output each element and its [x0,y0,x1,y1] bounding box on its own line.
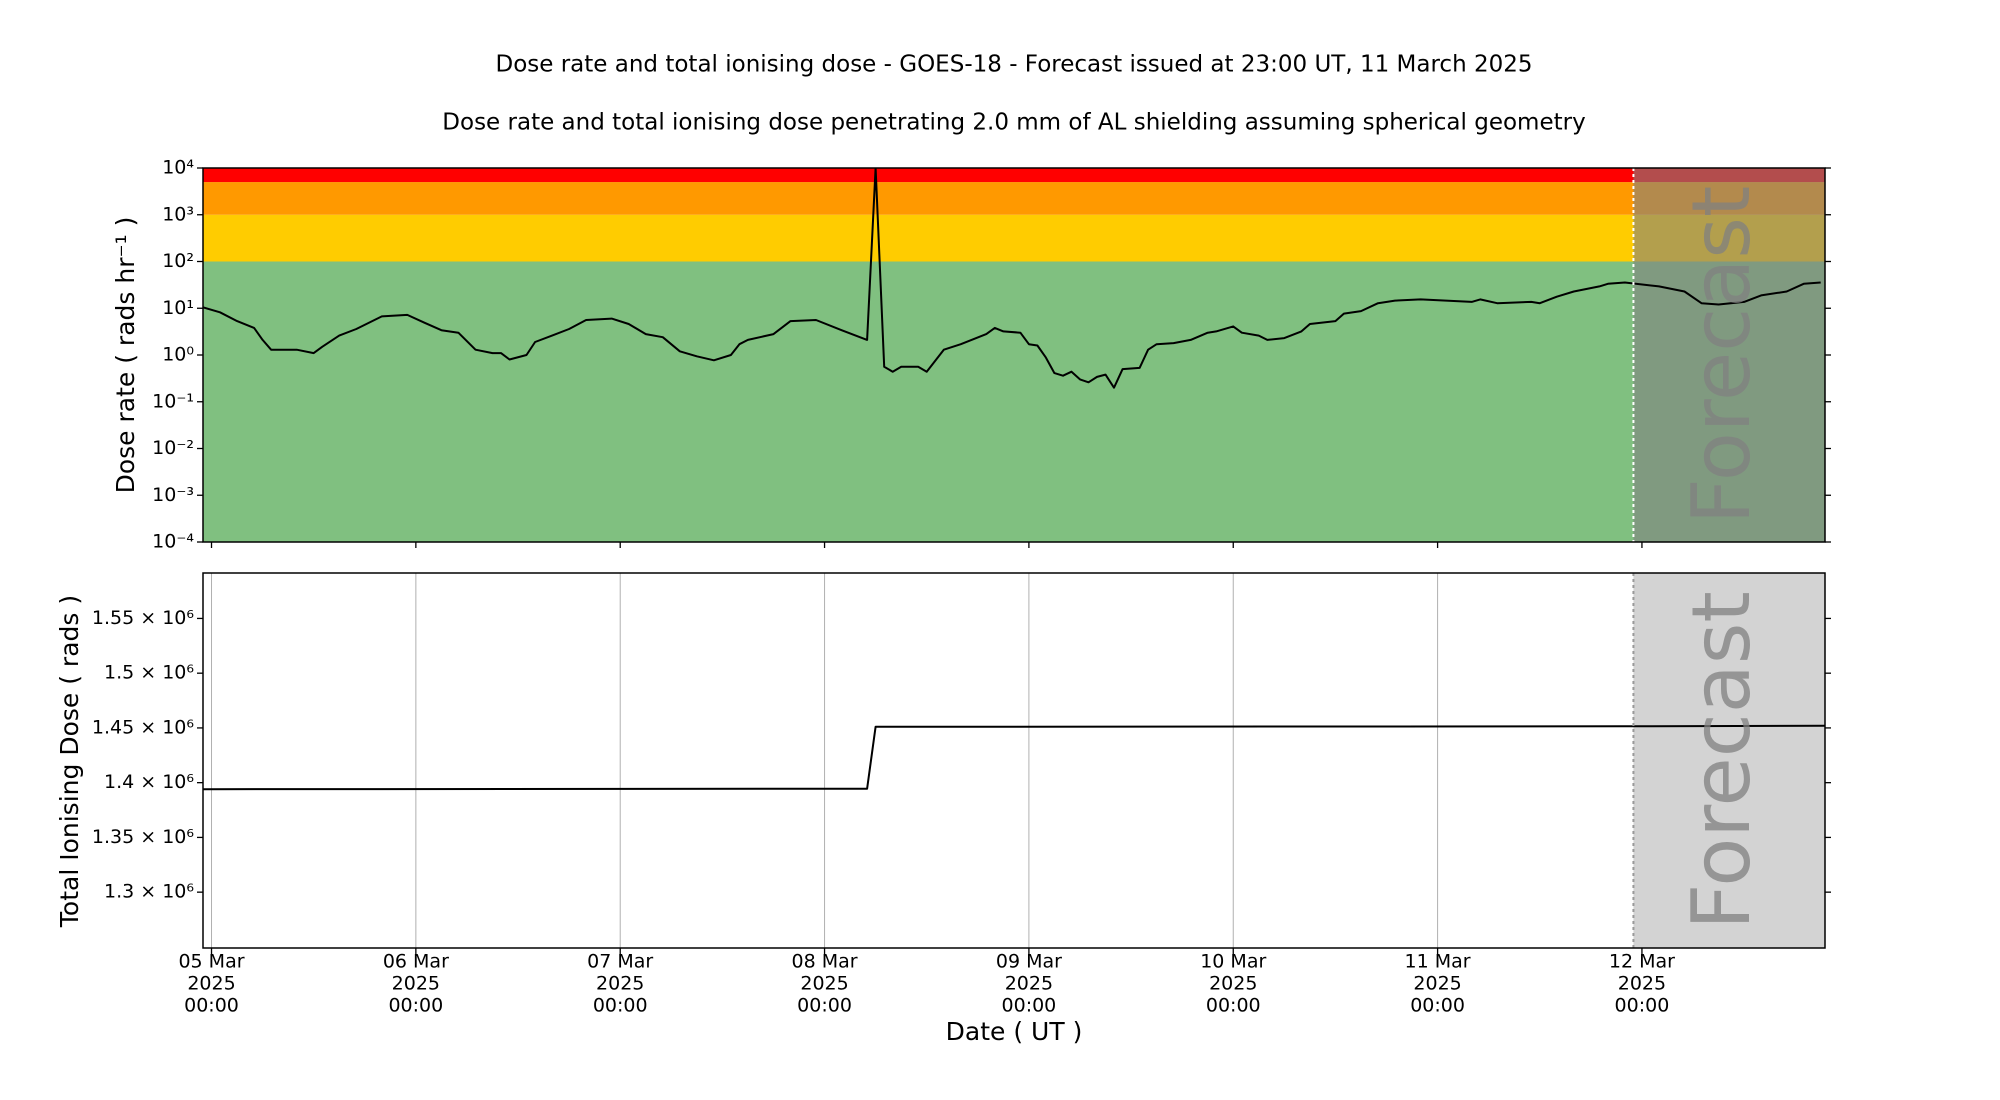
x-tick-label: 00:00 [1206,995,1261,1017]
x-axis-label: Date ( UT ) [946,1017,1083,1046]
x-tick-label: 2025 [1413,973,1461,995]
axes-frame [202,572,1826,949]
y-tick-label: 1.55 × 10⁶ [92,607,194,629]
y-tick-label: 10⁻³ [152,484,194,506]
x-tick-label: 09 Mar [996,951,1062,973]
y-axis-label: Dose rate ( rads hr⁻¹ ) [111,217,140,494]
forecast-label: Forecast [1675,591,1768,930]
forecast-label: Forecast [1675,186,1768,525]
data-line [203,168,1821,389]
y-tick-label: 10⁴ [162,157,194,179]
x-tick-label: 2025 [1005,973,1053,995]
x-tick-label: 12 Mar [1609,951,1675,973]
y-tick-label: 10³ [162,203,194,225]
x-tick-label: 00:00 [593,995,648,1017]
x-tick-label: 07 Mar [587,951,653,973]
y-axis-label: Total Ionising Dose ( rads ) [55,595,84,928]
y-tick-label: 1.3 × 10⁶ [104,881,194,903]
threshold-band [203,214,1825,262]
x-tick-label: 2025 [1209,973,1257,995]
forecast-region [1633,573,1825,948]
y-tick-label: 1.5 × 10⁶ [104,662,194,684]
x-tick-label: 00:00 [1410,995,1465,1017]
x-tick-label: 05 Mar [178,951,244,973]
data-line [203,724,1825,791]
x-tick-label: 10 Mar [1200,951,1266,973]
y-tick-label: 10⁻⁴ [152,531,194,553]
threshold-band [203,261,1825,542]
y-tick-label: 10⁰ [162,344,194,366]
x-tick-label: 11 Mar [1405,951,1471,973]
y-tick-label: 1.45 × 10⁶ [92,716,194,738]
plot-area [203,168,1821,389]
y-tick-label: 1.4 × 10⁶ [104,771,194,793]
x-tick-label: 2025 [187,973,235,995]
x-tick-label: 00:00 [1002,995,1057,1017]
x-tick-label: 08 Mar [792,951,858,973]
threshold-band [203,182,1825,215]
x-tick-label: 00:00 [797,995,852,1017]
x-tick-label: 2025 [392,973,440,995]
y-tick-label: 10⁻² [152,437,194,459]
y-tick-label: 1.35 × 10⁶ [92,826,194,848]
y-tick-label: 10⁻¹ [152,390,194,412]
y-tick-label: 10² [162,250,194,272]
forecast-region [1633,168,1825,542]
threshold-band [203,168,1825,183]
x-tick-label: 00:00 [1615,995,1670,1017]
plot-area [203,724,1825,791]
x-tick-label: 2025 [1618,973,1666,995]
x-tick-label: 2025 [596,973,644,995]
y-tick-label: 10¹ [162,297,194,319]
x-tick-label: 00:00 [184,995,239,1017]
chart-subtitle: Dose rate and total ionising dose penetr… [442,110,1585,136]
x-tick-label: 06 Mar [383,951,449,973]
x-tick-label: 2025 [800,973,848,995]
chart-title: Dose rate and total ionising dose - GOES… [496,52,1533,78]
x-tick-label: 00:00 [388,995,443,1017]
